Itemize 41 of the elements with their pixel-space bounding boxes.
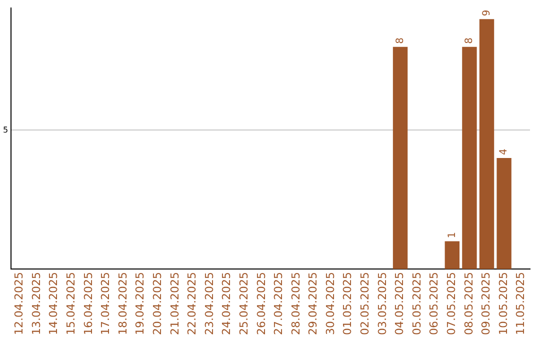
x-tick-label: 08.05.2025 (462, 272, 476, 336)
x-tick-label: 09.05.2025 (480, 272, 493, 336)
x-tick-label: 24.04.2025 (220, 272, 234, 336)
x-tick-label: 16.04.2025 (82, 272, 95, 336)
bar (479, 19, 494, 270)
data-label: 9 (481, 10, 492, 16)
x-tick-label: 02.05.2025 (358, 272, 372, 336)
x-tick-label: 17.04.2025 (99, 272, 112, 336)
data-label: 8 (394, 38, 406, 44)
bar (496, 158, 512, 270)
x-tick-label: 30.04.2025 (324, 272, 337, 336)
x-tick-label: 15.04.2025 (64, 272, 78, 336)
x-tick-label: 11.05.2025 (514, 272, 528, 336)
x-tick-label: 18.04.2025 (116, 272, 130, 336)
x-tick-label: 19.04.2025 (134, 272, 147, 336)
x-tick-label: 22.04.2025 (186, 272, 199, 336)
bar (462, 46, 477, 270)
x-tick-label: 12.04.2025 (12, 272, 26, 336)
x-tick-label: 13.04.2025 (30, 272, 43, 336)
x-tick-label: 21.04.2025 (168, 272, 182, 336)
x-tick-label: 27.04.2025 (272, 272, 286, 336)
x-tick-label: 07.05.2025 (445, 272, 458, 336)
data-label: 4 (498, 148, 510, 155)
x-tick-label: 25.04.2025 (237, 272, 250, 336)
data-label: 8 (464, 38, 476, 44)
x-tick-label: 26.04.2025 (254, 272, 268, 336)
x-tick-label: 14.04.2025 (47, 272, 60, 336)
y-tick-label: 5 (2, 125, 8, 134)
bar (392, 46, 408, 270)
x-tick-label: 23.04.2025 (202, 272, 216, 336)
x-tick-label: 28.04.2025 (289, 272, 302, 336)
x-tick-label: 20.04.2025 (150, 272, 164, 336)
x-tick-label: 29.04.2025 (306, 272, 320, 336)
x-tick-label: 05.05.2025 (410, 272, 424, 336)
data-label: 1 (446, 232, 458, 238)
x-tick-label: 10.05.2025 (496, 272, 510, 336)
bar (444, 241, 460, 270)
x-tick-label: 01.05.2025 (341, 272, 354, 336)
x-tick-label: 03.05.2025 (376, 272, 389, 336)
x-tick-label: 06.05.2025 (428, 272, 441, 336)
x-tick-label: 04.05.2025 (393, 272, 406, 336)
